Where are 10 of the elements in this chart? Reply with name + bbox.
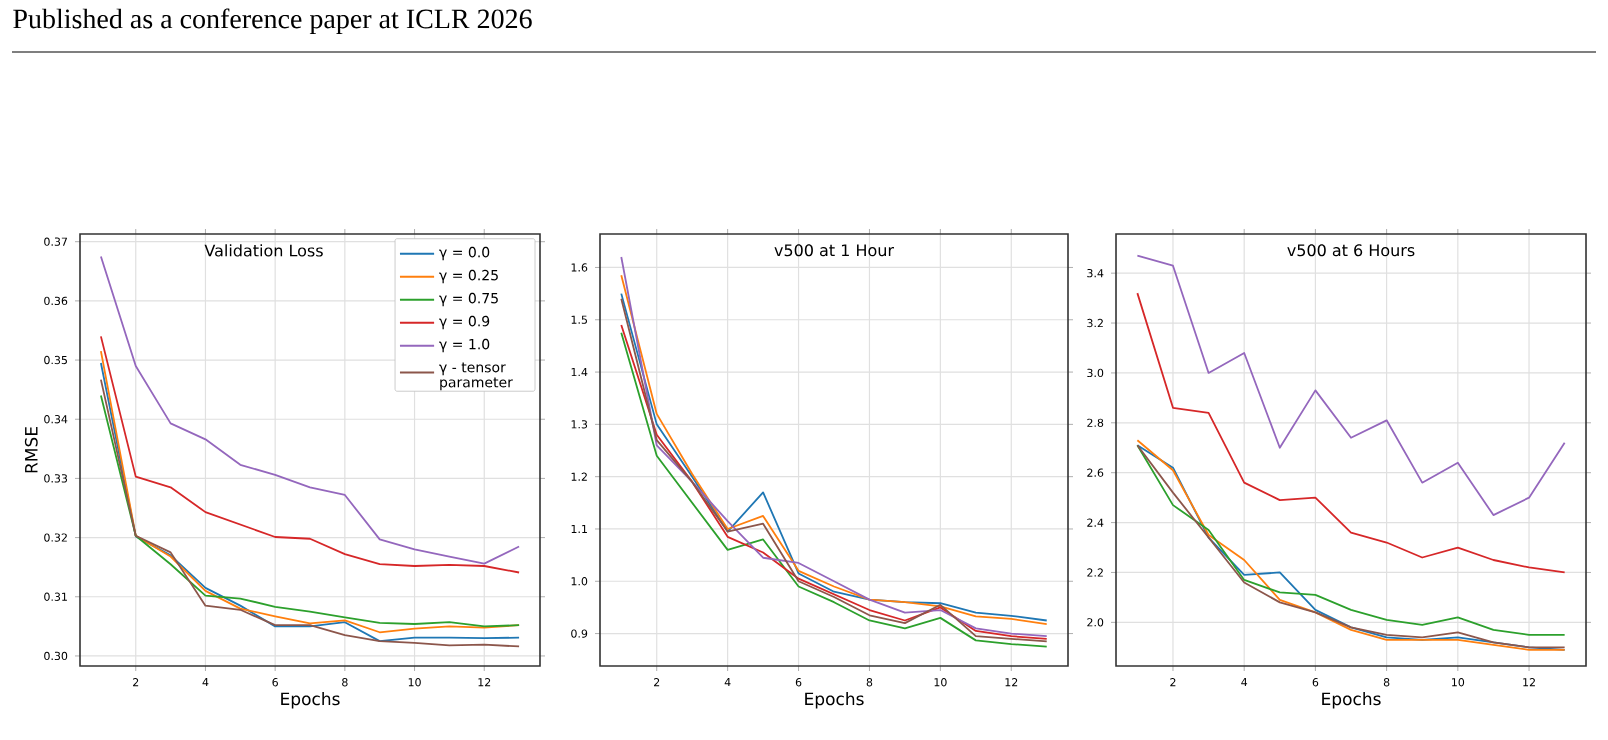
x-axis-title: Epochs (805, 692, 864, 709)
text: Validation Loss (204, 244, 323, 257)
line-series (1136, 292, 1566, 574)
y-axis-title: RMSE (24, 427, 38, 473)
x-axis-title: Epochs (281, 692, 340, 709)
x-axis-title: Epochs (1322, 692, 1381, 709)
line-series (1136, 254, 1566, 516)
text: v500 at 6 Hours (1287, 244, 1415, 257)
text: v500 at 1 Hour (774, 244, 895, 257)
text: Published as a conference paper at ICLR 2026 (13, 8, 532, 35)
